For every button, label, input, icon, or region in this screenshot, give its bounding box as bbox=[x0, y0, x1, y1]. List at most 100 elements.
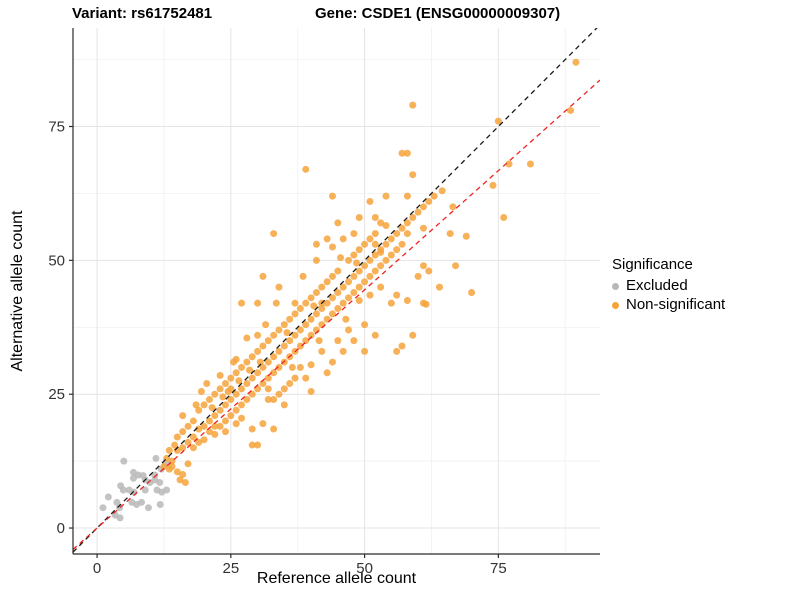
data-point-non-significant bbox=[350, 288, 358, 296]
data-point-non-significant bbox=[328, 294, 336, 302]
data-point-non-significant bbox=[366, 291, 374, 299]
data-point-non-significant bbox=[382, 192, 390, 200]
data-point-non-significant bbox=[366, 197, 374, 205]
data-point-non-significant bbox=[452, 262, 460, 270]
data-point-non-significant bbox=[227, 374, 235, 382]
data-point-non-significant bbox=[227, 412, 235, 420]
data-point-non-significant bbox=[189, 433, 197, 441]
data-point-non-significant bbox=[168, 462, 176, 470]
data-point-non-significant bbox=[238, 299, 246, 307]
data-point-non-significant bbox=[361, 240, 369, 248]
legend-item-label: Non-significant bbox=[626, 296, 726, 313]
data-point-non-significant bbox=[377, 219, 385, 227]
data-point-non-significant bbox=[505, 160, 513, 168]
x-tick-label: 50 bbox=[356, 560, 373, 577]
data-point-non-significant bbox=[398, 240, 406, 248]
data-point-non-significant bbox=[171, 441, 179, 449]
data-point-non-significant bbox=[264, 358, 272, 366]
data-point-non-significant bbox=[393, 230, 401, 238]
data-point-non-significant bbox=[216, 371, 224, 379]
data-point-non-significant bbox=[203, 379, 211, 387]
x-tick-label: 25 bbox=[222, 560, 239, 577]
data-point-non-significant bbox=[288, 363, 296, 371]
data-point-non-significant bbox=[254, 347, 262, 355]
data-point-excluded bbox=[99, 504, 107, 512]
data-point-excluded bbox=[117, 482, 125, 490]
data-point-non-significant bbox=[264, 396, 272, 404]
data-point-non-significant bbox=[393, 246, 401, 254]
data-point-non-significant bbox=[275, 363, 283, 371]
data-point-non-significant bbox=[221, 401, 229, 409]
data-point-non-significant bbox=[208, 404, 216, 412]
legend-title: Significance bbox=[612, 256, 693, 273]
data-point-non-significant bbox=[409, 331, 417, 339]
data-point-non-significant bbox=[328, 192, 336, 200]
data-point-non-significant bbox=[246, 366, 254, 374]
data-point-non-significant bbox=[264, 374, 272, 382]
legend-item-excluded[interactable]: Excluded bbox=[612, 277, 725, 295]
data-point-non-significant bbox=[205, 417, 213, 425]
data-point-non-significant bbox=[264, 385, 272, 393]
data-point-non-significant bbox=[176, 476, 184, 484]
legend-item-label: Excluded bbox=[626, 277, 688, 294]
data-point-non-significant bbox=[328, 358, 336, 366]
data-point-non-significant bbox=[302, 299, 310, 307]
data-point-non-significant bbox=[403, 192, 411, 200]
data-point-non-significant bbox=[307, 315, 315, 323]
data-point-non-significant bbox=[232, 420, 240, 428]
data-point-non-significant bbox=[243, 334, 251, 342]
data-point-non-significant bbox=[270, 425, 278, 433]
data-point-non-significant bbox=[377, 262, 385, 270]
data-point-non-significant bbox=[371, 230, 379, 238]
data-point-non-significant bbox=[409, 101, 417, 109]
data-point-non-significant bbox=[205, 396, 213, 404]
data-point-excluded bbox=[116, 514, 124, 522]
data-point-non-significant bbox=[165, 446, 173, 454]
data-point-non-significant bbox=[350, 251, 358, 259]
data-point-non-significant bbox=[286, 315, 294, 323]
legend-item-non-significant[interactable]: Non-significant bbox=[612, 296, 725, 314]
data-point-non-significant bbox=[291, 299, 299, 307]
data-point-non-significant bbox=[345, 294, 353, 302]
data-point-non-significant bbox=[366, 235, 374, 243]
data-point-non-significant bbox=[173, 468, 181, 476]
data-point-non-significant bbox=[259, 420, 267, 428]
data-point-non-significant bbox=[323, 278, 331, 286]
data-point-non-significant bbox=[403, 297, 411, 305]
data-point-non-significant bbox=[221, 379, 229, 387]
data-point-non-significant bbox=[334, 288, 342, 296]
data-point-non-significant bbox=[189, 417, 197, 425]
data-point-non-significant bbox=[567, 106, 575, 114]
data-point-non-significant bbox=[184, 438, 192, 446]
data-point-non-significant bbox=[179, 412, 187, 420]
data-point-non-significant bbox=[291, 310, 299, 318]
data-point-non-significant bbox=[302, 337, 310, 345]
data-point-non-significant bbox=[248, 441, 256, 449]
data-point-non-significant bbox=[462, 232, 470, 240]
data-point-non-significant bbox=[350, 337, 358, 345]
data-point-non-significant bbox=[361, 321, 369, 329]
data-point-non-significant bbox=[334, 267, 342, 275]
data-point-non-significant bbox=[259, 272, 267, 280]
data-point-non-significant bbox=[302, 321, 310, 329]
data-point-non-significant bbox=[339, 299, 347, 307]
x-axis-title: Reference allele count bbox=[256, 570, 417, 587]
data-point-non-significant bbox=[211, 422, 219, 430]
data-point-non-significant bbox=[232, 390, 240, 398]
data-point-non-significant bbox=[342, 315, 350, 323]
data-point-non-significant bbox=[283, 329, 291, 337]
data-point-non-significant bbox=[216, 422, 224, 430]
data-point-non-significant bbox=[200, 436, 208, 444]
data-point-non-significant bbox=[302, 165, 310, 173]
data-point-non-significant bbox=[355, 283, 363, 291]
data-point-non-significant bbox=[248, 390, 256, 398]
data-point-non-significant bbox=[334, 219, 342, 227]
data-point-non-significant bbox=[398, 342, 406, 350]
data-point-non-significant bbox=[382, 240, 390, 248]
data-point-non-significant bbox=[345, 278, 353, 286]
data-point-non-significant bbox=[377, 248, 385, 256]
data-point-non-significant bbox=[254, 299, 262, 307]
data-point-non-significant bbox=[238, 401, 246, 409]
data-point-non-significant bbox=[425, 267, 433, 275]
data-point-non-significant bbox=[387, 235, 395, 243]
